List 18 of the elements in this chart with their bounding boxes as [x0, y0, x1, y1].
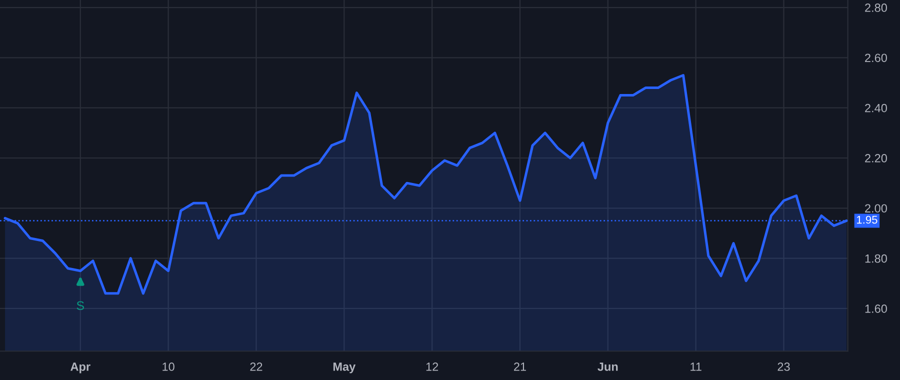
x-tick-label: May	[333, 362, 356, 374]
x-tick-label: 10	[162, 362, 174, 371]
y-tick-label: 2.60	[865, 54, 887, 62]
x-tick-label: 21	[514, 362, 526, 371]
y-tick-label: 2.40	[865, 104, 887, 112]
y-tick-label: 1.80	[865, 254, 887, 263]
y-tick-label: 2.00	[865, 204, 887, 213]
y-tick-label: 2.80	[865, 4, 887, 12]
annotation: S	[76, 301, 84, 310]
x-tick-label: 11	[690, 362, 702, 371]
ref-line-label: 1.95	[856, 216, 878, 224]
x-tick-label: 12	[426, 362, 438, 371]
x-tick-label: 22	[250, 362, 262, 371]
y-tick-label: 2.20	[865, 154, 887, 162]
y-tick-label: 1.60	[865, 304, 887, 313]
x-tick-label: 23	[778, 362, 790, 371]
x-tick-label: Apr	[70, 362, 90, 374]
x-tick-label: Jun	[598, 362, 618, 371]
